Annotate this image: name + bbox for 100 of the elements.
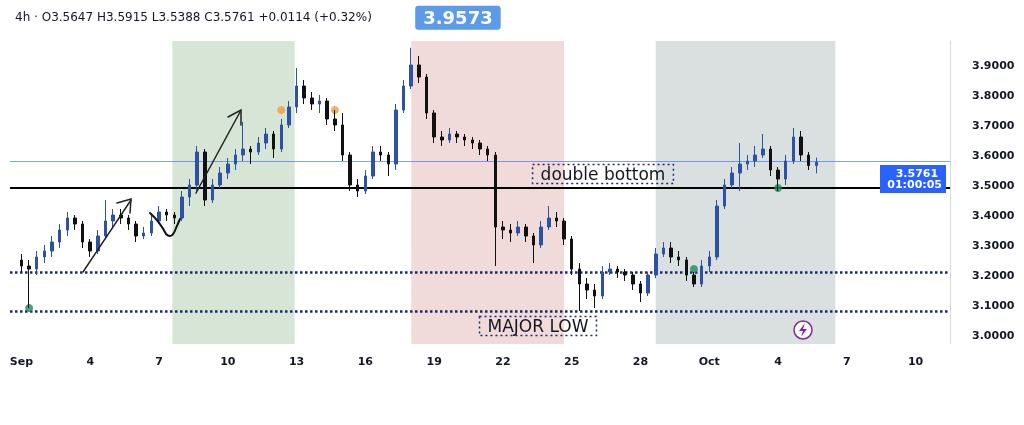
candlestick [708, 250, 711, 273]
candlestick [570, 235, 573, 276]
candlestick [608, 262, 612, 276]
candlestick [738, 142, 742, 192]
candlestick [715, 199, 719, 261]
candlestick [639, 280, 642, 303]
candlestick [58, 223, 61, 249]
candlestick [81, 220, 84, 249]
candlestick [409, 47, 413, 90]
candlestick [249, 145, 252, 165]
candlestick [761, 133, 765, 159]
candlestick [769, 145, 772, 177]
candlestick [815, 157, 818, 174]
x-tick-label: 10 [220, 355, 236, 368]
candlestick [440, 130, 444, 147]
candlestick [111, 208, 115, 228]
candlestick [417, 55, 421, 84]
candlestick [325, 97, 329, 126]
candlestick [280, 118, 283, 153]
y-tick-label: 3.5000 [972, 178, 1015, 192]
candlestick [471, 136, 474, 150]
y-tick-label: 3.9000 [972, 58, 1015, 72]
annotation: 3.9573 [423, 7, 493, 29]
candlestick [66, 211, 69, 237]
candlestick [463, 133, 466, 147]
candlestick [662, 241, 665, 258]
candlestick [203, 148, 207, 207]
candlestick [578, 262, 581, 312]
candlestick [287, 100, 291, 129]
candlestick [494, 151, 497, 267]
x-tick-label: 7 [843, 355, 851, 368]
candlestick [379, 145, 382, 162]
candlestick [88, 238, 92, 258]
candlestick [455, 130, 459, 144]
x-tick-label: 19 [426, 355, 442, 368]
candlestick [50, 235, 54, 258]
x-tick-label: 13 [288, 355, 305, 368]
y-tick-label: 3.2000 [972, 268, 1015, 282]
candlestick [562, 217, 566, 246]
candlestick [387, 151, 390, 177]
candlestick [792, 127, 795, 165]
candlestick [547, 205, 551, 231]
annotation: MAJOR LOW [487, 316, 589, 336]
candlestick [799, 130, 803, 162]
y-tick-label: 3.7000 [972, 118, 1015, 132]
candlestick [226, 157, 230, 180]
candlestick [356, 178, 359, 198]
candlestick [20, 253, 23, 273]
candlestick [218, 166, 222, 189]
y-tick-label: 3.0000 [972, 328, 1015, 342]
candlestick [601, 265, 604, 300]
candlestick [35, 250, 38, 276]
candlestick [173, 211, 176, 225]
candlestick [509, 223, 512, 243]
x-tick-label: 4 [774, 355, 783, 368]
candlestick [310, 91, 314, 111]
x-tick-label: 4 [86, 355, 95, 368]
candlestick [104, 199, 107, 240]
candlestick [753, 145, 757, 168]
candlestick [486, 145, 489, 162]
candlestick [364, 169, 367, 195]
candlestick [371, 145, 375, 180]
candlestick [341, 112, 344, 162]
candlestick [165, 208, 168, 222]
candlestick [142, 226, 145, 240]
y-tick-label: 3.4000 [972, 208, 1015, 222]
candlestick [211, 178, 214, 204]
candlestick [188, 178, 191, 207]
candlestick [73, 214, 77, 231]
candlestick [784, 154, 787, 186]
candlestick [272, 130, 275, 159]
candlestick [127, 214, 130, 231]
candlestick [616, 265, 619, 279]
candlestick [180, 190, 184, 222]
candlestick [157, 205, 161, 225]
x-tick-label: Oct [698, 355, 720, 368]
x-tick-label: 16 [357, 355, 374, 368]
y-tick-label: 3.6000 [972, 148, 1015, 162]
x-tick-label: 7 [155, 355, 163, 368]
y-tick-label: 3.1000 [972, 298, 1015, 312]
candlestick [432, 109, 436, 144]
candlestick [646, 271, 650, 297]
x-tick-label: 28 [632, 355, 649, 368]
candlestick [394, 103, 398, 171]
candlestick [478, 139, 482, 156]
candlestick [723, 178, 726, 210]
candlestick [654, 247, 658, 279]
candlestick [264, 127, 268, 150]
candlestick [532, 232, 535, 264]
candlestick [730, 166, 734, 189]
x-tick-label: Sep [9, 355, 34, 368]
candlestick [43, 244, 46, 264]
candlestick [348, 151, 352, 192]
x-tick-label: 25 [564, 355, 580, 368]
candlestick [150, 214, 153, 237]
candlestick [593, 283, 596, 309]
candlestick [677, 250, 680, 267]
candlestick [257, 136, 260, 156]
candlestick [318, 94, 321, 114]
candlestick [746, 154, 749, 171]
